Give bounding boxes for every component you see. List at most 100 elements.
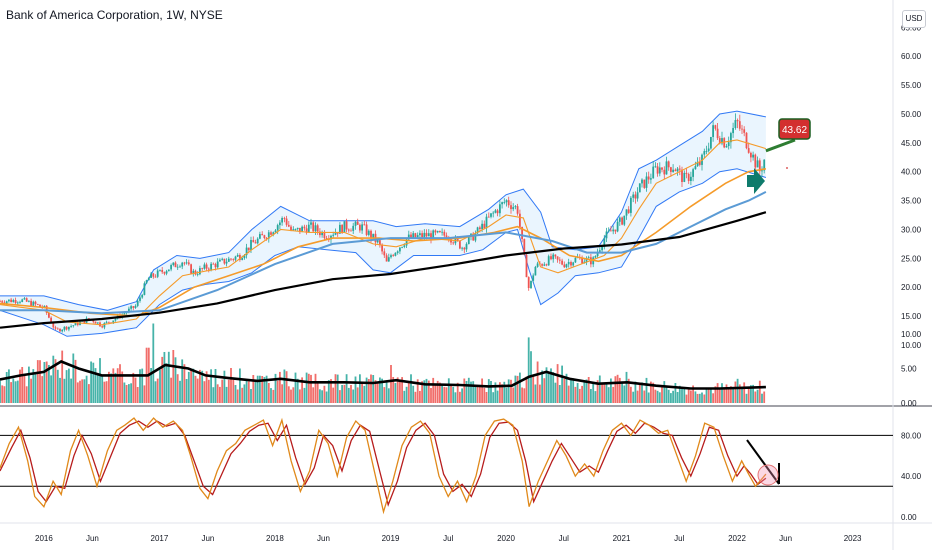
volume-bar [176, 374, 179, 403]
volume-bar [672, 390, 674, 403]
candle-body [132, 306, 135, 308]
candle-body [432, 230, 435, 240]
candle-body [252, 240, 255, 243]
candle-body [434, 230, 437, 233]
candle-body [190, 264, 192, 274]
candle-body [34, 301, 37, 305]
time-tick-label: Jul [559, 534, 569, 543]
candle-body [299, 227, 301, 233]
candle-body [19, 301, 21, 303]
candle-body [123, 313, 126, 315]
candle-body [227, 258, 230, 262]
volume-bar [625, 371, 628, 403]
candle-body [101, 326, 104, 328]
candle-body [450, 239, 452, 243]
candle-body [259, 234, 261, 239]
volume-bar [267, 383, 270, 403]
currency-badge[interactable]: USD [902, 10, 926, 28]
volume-bar [687, 388, 690, 403]
volume-bar [603, 384, 606, 403]
candle-body [496, 210, 499, 214]
volume-bar [550, 368, 552, 403]
candle-body [758, 160, 761, 172]
volume-bar [758, 380, 761, 403]
time-tick-label: Jun [317, 534, 330, 543]
volume-bar [727, 387, 730, 403]
candle-body [541, 264, 543, 266]
candle-body [50, 317, 52, 324]
volume-bar [101, 376, 104, 403]
volume-bar [241, 387, 244, 403]
volume-bar [310, 374, 312, 403]
volume-bar [83, 379, 86, 403]
volume-bar [19, 369, 21, 403]
candle-body [674, 169, 677, 172]
candle-body [714, 125, 717, 129]
volume-bar [32, 369, 35, 403]
candle-body [170, 265, 172, 270]
volume-bar [725, 384, 728, 403]
volume-tick-label: 5.00 [901, 365, 917, 374]
candle-body [372, 233, 375, 239]
candle-body [507, 200, 510, 206]
volume-bar [270, 388, 272, 403]
volume-bar [139, 369, 141, 403]
candle-body [594, 256, 597, 258]
volume-bar [741, 387, 743, 403]
volume-bar [56, 369, 59, 403]
volume-bar [481, 378, 483, 403]
volume-bar [219, 386, 221, 403]
volume-bar [385, 380, 388, 403]
candle-body [483, 223, 486, 229]
price-tick-label: 25.00 [901, 254, 922, 263]
annotations: 43.62 [746, 118, 811, 486]
volume-bar [214, 369, 217, 403]
price-callout-leader [765, 138, 796, 153]
candle-body [661, 167, 663, 170]
candle-body [108, 321, 110, 323]
candle-body [239, 255, 241, 260]
volume-bar [576, 383, 579, 403]
candle-body [303, 226, 306, 229]
time-tick-label: Jul [674, 534, 684, 543]
price-tick-label: 60.00 [901, 52, 922, 61]
candle-body [25, 298, 28, 302]
volume-bar [523, 388, 526, 403]
volume-bar [670, 393, 672, 403]
candle-body [523, 239, 526, 255]
candle-body [199, 268, 201, 275]
volume-bar [179, 380, 181, 403]
candle-body [379, 240, 381, 245]
volume-bar [305, 372, 308, 403]
volume-bar [627, 378, 630, 403]
volume-bar [425, 378, 428, 403]
candle-body [392, 255, 395, 256]
candle-body [245, 247, 248, 256]
price-tick-label: 30.00 [901, 226, 922, 235]
volume-bar [545, 367, 548, 403]
ma-slow-line [0, 211, 767, 329]
price-tick-label: 40.00 [901, 168, 922, 177]
volume-bar [734, 381, 737, 403]
volume-bar [483, 387, 486, 403]
volume-bar [350, 385, 352, 403]
candle-body [285, 218, 288, 225]
candle-body [16, 302, 19, 304]
candle-body [732, 128, 734, 134]
candle-body [696, 161, 699, 167]
volume-bar [25, 386, 28, 403]
candle-body [88, 318, 90, 319]
volume-bar [461, 388, 463, 403]
volume-bar [263, 377, 266, 403]
candle-body [230, 258, 232, 260]
candle-body [367, 230, 370, 235]
volume-bar [90, 361, 92, 403]
candle-body [74, 322, 77, 326]
candle-body [314, 225, 317, 232]
candle-body [365, 224, 368, 235]
volume-bar [112, 368, 115, 403]
candle-body [310, 222, 312, 225]
volume-bar [294, 372, 297, 403]
candle-body [12, 300, 15, 303]
